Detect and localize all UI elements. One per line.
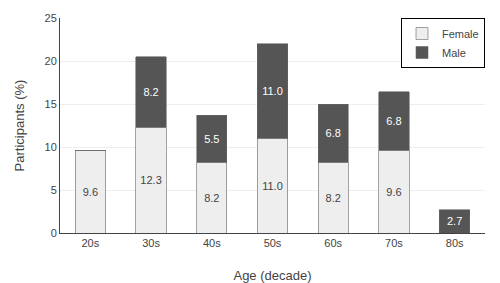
svg-text:10: 10 (45, 141, 57, 153)
svg-text:2.7: 2.7 (447, 215, 462, 227)
svg-text:12.3: 12.3 (140, 174, 161, 186)
svg-text:Participants (%): Participants (%) (12, 80, 27, 172)
svg-text:Female: Female (442, 28, 479, 40)
svg-text:40s: 40s (203, 237, 221, 249)
svg-text:8.2: 8.2 (143, 86, 158, 98)
svg-text:30s: 30s (142, 237, 160, 249)
svg-text:11.0: 11.0 (262, 180, 283, 192)
svg-text:50s: 50s (264, 237, 282, 249)
svg-text:6.8: 6.8 (386, 115, 401, 127)
svg-text:20: 20 (45, 55, 57, 67)
svg-text:9.6: 9.6 (386, 186, 401, 198)
svg-text:8.2: 8.2 (204, 192, 219, 204)
svg-text:6.8: 6.8 (326, 127, 341, 139)
svg-text:60s: 60s (324, 237, 342, 249)
svg-text:25: 25 (45, 12, 57, 24)
svg-text:5.5: 5.5 (204, 133, 219, 145)
svg-text:8.2: 8.2 (326, 192, 341, 204)
svg-text:15: 15 (45, 98, 57, 110)
svg-text:80s: 80s (446, 237, 464, 249)
svg-text:Male: Male (442, 47, 466, 59)
svg-text:5: 5 (51, 184, 57, 196)
svg-text:20s: 20s (81, 237, 99, 249)
svg-text:9.6: 9.6 (83, 186, 98, 198)
svg-text:0: 0 (51, 227, 57, 239)
svg-text:70s: 70s (385, 237, 403, 249)
svg-text:11.0: 11.0 (262, 85, 283, 97)
svg-text:Age (decade): Age (decade) (233, 268, 311, 283)
